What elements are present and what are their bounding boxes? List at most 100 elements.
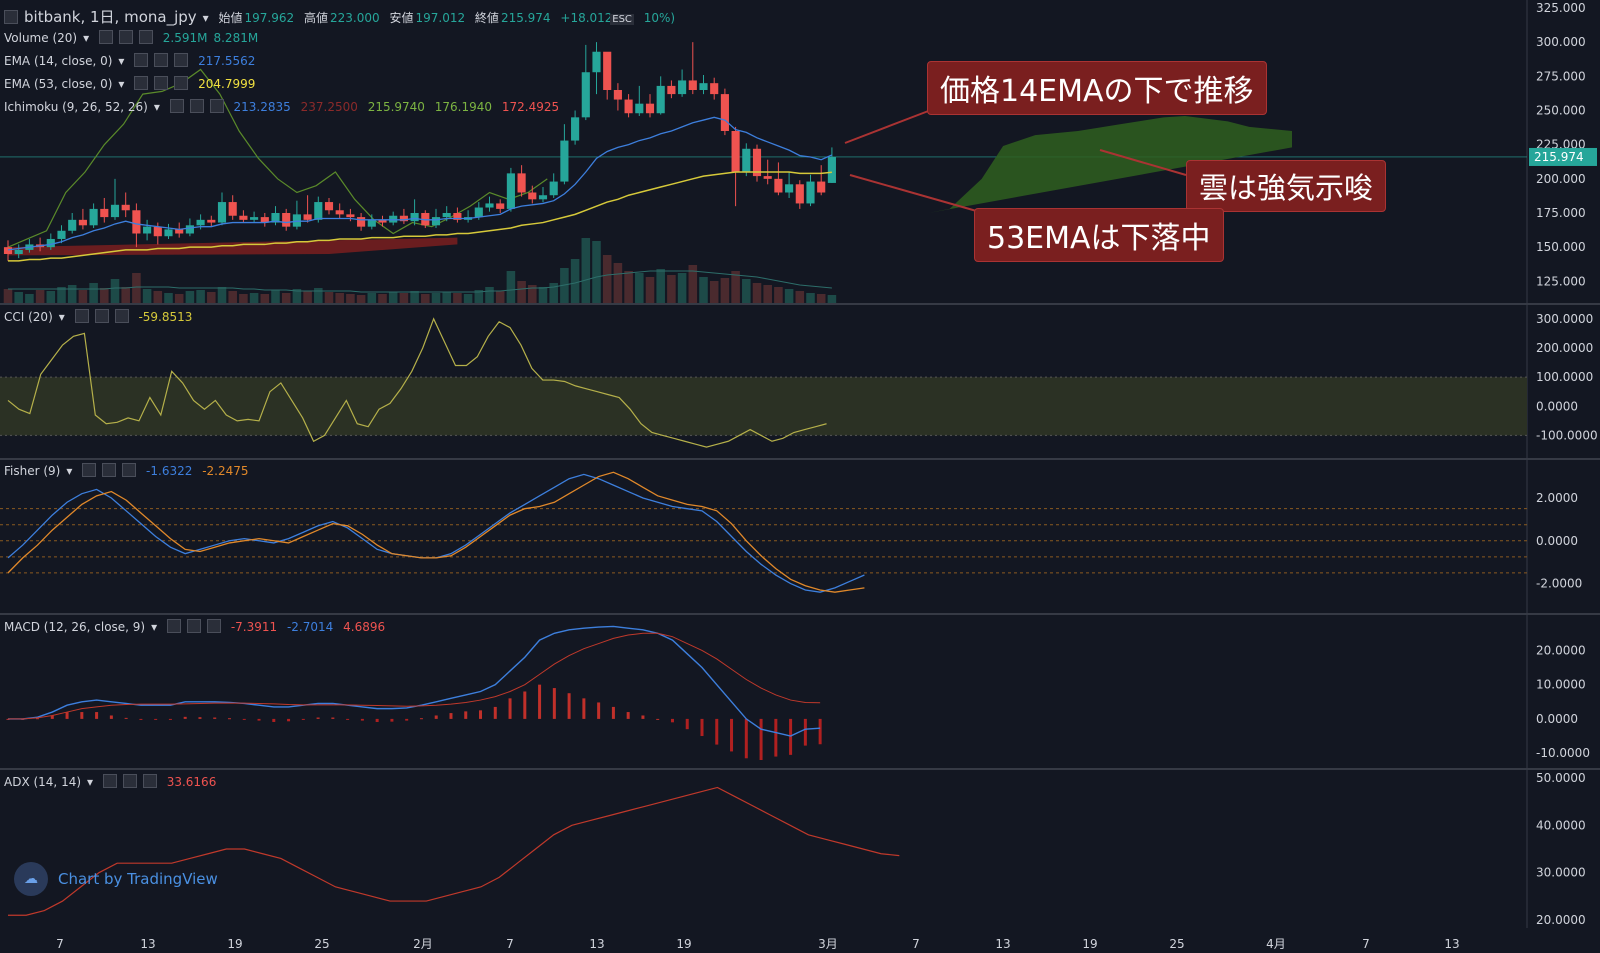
fisher-value: -1.6322	[146, 464, 193, 478]
candle-body	[624, 99, 633, 114]
volume-bar	[100, 288, 109, 303]
chevron-down-icon[interactable]: ▾	[58, 310, 65, 324]
collapse-icon[interactable]	[4, 10, 18, 24]
volume-bar	[709, 281, 719, 303]
macd-histogram-bar	[227, 718, 231, 720]
eye-icon[interactable]	[82, 463, 97, 477]
volume-bar	[132, 273, 141, 303]
chevron-down-icon[interactable]: ▾	[153, 100, 160, 114]
volume-bar	[688, 265, 698, 303]
close-icon[interactable]	[174, 76, 189, 90]
macd-histogram-bar	[109, 715, 113, 719]
symbol-title[interactable]: bitbank, 1日, mona_jpy	[24, 8, 197, 26]
chevron-down-icon[interactable]: ▾	[83, 31, 90, 45]
fisher-name[interactable]: Fisher (9)	[4, 464, 61, 478]
chevron-down-icon[interactable]: ▾	[151, 620, 158, 634]
ema53-name[interactable]: EMA (53, close, 0)	[4, 77, 113, 91]
gear-icon[interactable]	[186, 619, 201, 633]
eye-icon[interactable]	[98, 30, 113, 44]
fisher-legend[interactable]: Fisher (9) ▾ -1.6322 -2.2475	[4, 463, 255, 478]
adx-name[interactable]: ADX (14, 14)	[4, 775, 82, 789]
ema53-value: 204.7999	[198, 77, 256, 91]
close-icon[interactable]	[206, 619, 221, 633]
adx-legend[interactable]: ADX (14, 14) ▾ 33.6166	[4, 774, 222, 789]
ichimoku-name[interactable]: Ichimoku (9, 26, 52, 26)	[4, 100, 148, 114]
eye-icon[interactable]	[134, 76, 149, 90]
ema53-legend[interactable]: EMA (53, close, 0) ▾ 204.7999	[4, 76, 261, 91]
tradingview-text[interactable]: Chart by TradingView	[58, 870, 218, 888]
cci-name[interactable]: CCI (20)	[4, 310, 53, 324]
volume-bar	[3, 289, 13, 303]
gear-icon[interactable]	[122, 774, 137, 788]
ema14-legend[interactable]: EMA (14, close, 0) ▾ 217.5562	[4, 53, 261, 68]
candle-body	[3, 247, 13, 254]
chevron-down-icon[interactable]: ▾	[118, 54, 125, 68]
adx-line	[8, 786, 900, 916]
close-icon[interactable]	[122, 463, 137, 477]
y-tick-label: 0.0000	[1536, 399, 1578, 413]
macd-name[interactable]: MACD (12, 26, close, 9)	[4, 620, 146, 634]
fisher-trigger-value: -2.2475	[202, 464, 249, 478]
annotation-ema14[interactable]: 価格14EMAの下で推移	[927, 61, 1267, 115]
macd-histogram-bar	[803, 718, 807, 746]
volume-bar	[314, 288, 323, 303]
chevron-down-icon[interactable]: ▾	[118, 77, 125, 91]
candle-body	[164, 229, 173, 237]
tradingview-branding[interactable]: ☁ Chart by TradingView	[14, 862, 218, 896]
eye-icon[interactable]	[169, 99, 184, 113]
candle-body	[217, 202, 227, 223]
eye-icon[interactable]	[102, 774, 117, 788]
volume-bar	[14, 292, 23, 303]
x-tick-label: 25	[314, 937, 329, 951]
candle-body	[517, 173, 526, 193]
macd-histogram-bar	[670, 718, 674, 723]
cci-legend[interactable]: CCI (20) ▾ -59.8513	[4, 309, 198, 324]
y-tick-label: -2.0000	[1536, 577, 1582, 591]
high-label: 高値	[303, 11, 328, 25]
volume-bar	[335, 293, 344, 303]
annotation-cloud[interactable]: 雲は強気示唆	[1186, 160, 1387, 212]
volume-legend[interactable]: Volume (20) ▾ 2.591M 8.281M	[4, 30, 264, 45]
macd-histogram-bar	[464, 711, 468, 719]
volume-bar	[602, 255, 612, 303]
ichimoku-base: 237.2500	[300, 100, 358, 114]
candle-body	[720, 94, 729, 131]
macd-legend[interactable]: MACD (12, 26, close, 9) ▾ -7.3911 -2.7014…	[4, 619, 391, 634]
candle-body	[827, 156, 836, 183]
y-tick-label: 200.000	[1536, 172, 1586, 186]
volume-name[interactable]: Volume (20)	[4, 31, 78, 45]
macd-histogram-bar	[730, 718, 734, 752]
gear-icon[interactable]	[102, 463, 117, 477]
close-icon[interactable]	[209, 99, 224, 113]
close-icon[interactable]	[114, 309, 129, 323]
chevron-down-icon[interactable]: ▾	[66, 464, 73, 478]
gear-icon[interactable]	[118, 30, 133, 44]
macd-histogram-bar	[567, 693, 571, 719]
annotation-ema53[interactable]: 53EMAは下落中	[974, 208, 1224, 262]
ema14-name[interactable]: EMA (14, close, 0)	[4, 54, 113, 68]
eye-icon[interactable]	[74, 309, 89, 323]
eye-icon[interactable]	[134, 53, 149, 67]
gear-icon[interactable]	[94, 309, 109, 323]
eye-icon[interactable]	[166, 619, 181, 633]
volume-bar	[528, 285, 537, 303]
macd-histogram-bar	[287, 718, 291, 722]
macd-value: -2.7014	[286, 620, 334, 634]
annotation-pointer	[849, 174, 981, 213]
candle-body	[89, 208, 98, 226]
ichimoku-legend[interactable]: Ichimoku (9, 26, 52, 26) ▾ 213.2835 237.2…	[4, 99, 565, 114]
close-icon[interactable]	[174, 53, 189, 67]
close-icon[interactable]	[138, 30, 153, 44]
chevron-down-icon[interactable]: ▾	[87, 775, 94, 789]
close-icon[interactable]	[142, 774, 157, 788]
macd-histogram-bar	[242, 718, 246, 720]
candle-body	[549, 181, 558, 196]
volume-bar	[742, 279, 751, 303]
candle-body	[121, 204, 130, 211]
candle-body	[592, 51, 601, 73]
gear-icon[interactable]	[154, 76, 169, 90]
gear-icon[interactable]	[154, 53, 169, 67]
volume-bar	[731, 271, 740, 303]
chevron-down-icon[interactable]: ▾	[202, 11, 209, 25]
gear-icon[interactable]	[189, 99, 204, 113]
